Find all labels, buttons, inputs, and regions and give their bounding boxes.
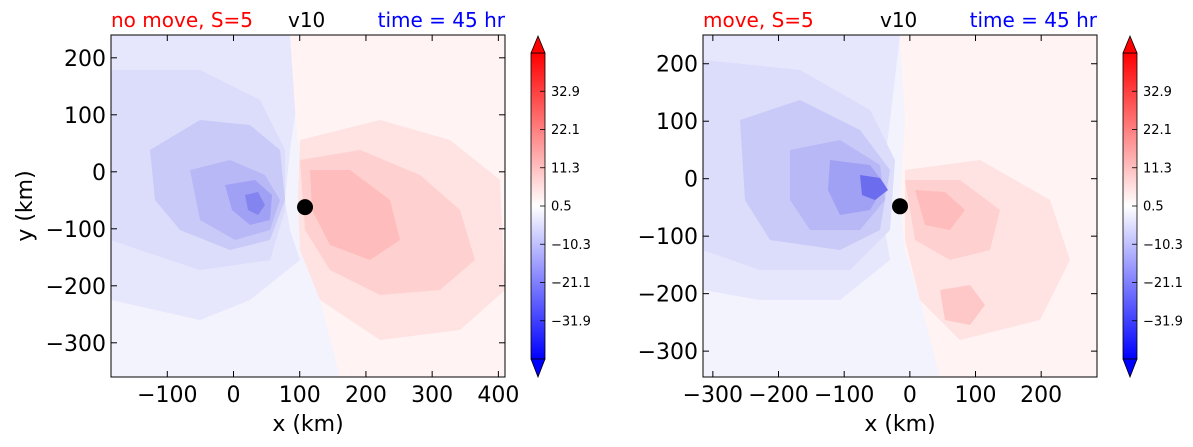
x-tick-label: 300 (411, 383, 453, 408)
y-tick-label: 0 (684, 168, 698, 193)
x-tick-label: −100 (137, 383, 197, 408)
x-ticks: −300 −200 −100 0 100 200 (683, 35, 1062, 408)
colorbar: 32.9 22.1 11.3 0.5 −10.3 −21.1 −31.9 (1122, 34, 1183, 379)
y-tick-label: −100 (638, 225, 698, 250)
colorbar-tick-label: 32.9 (551, 85, 580, 100)
y-tick-label: 200 (64, 47, 106, 72)
panel-no-move: no move, S=5 v10 time = 45 hr −100 0 100 20… (13, 8, 591, 437)
colorbar-tick-label: 0.5 (1143, 200, 1164, 215)
x-tick-label: −100 (814, 383, 874, 408)
x-axis-label: x (km) (272, 412, 343, 437)
x-tick-label: 0 (227, 383, 241, 408)
y-tick-label: −200 (46, 275, 106, 300)
panel-move: move, S=5 v10 time = 45 hr −300 −200 −100 0… (638, 8, 1183, 437)
y-ticks: 200 100 0 −100 −200 −300 (638, 53, 1097, 365)
colorbar-tick-label: −10.3 (551, 238, 591, 253)
x-tick-label: 100 (279, 383, 321, 408)
y-tick-label: 0 (92, 161, 106, 186)
storm-center-marker (297, 199, 314, 216)
x-tick-label: −200 (748, 383, 808, 408)
colorbar-tick-label: −21.1 (1143, 276, 1183, 291)
panel-title-left: no move, S=5 (111, 8, 253, 32)
colorbar-tick-label: 32.9 (1143, 85, 1172, 100)
x-axis-label: x (km) (864, 412, 935, 437)
x-tick-label: 200 (1020, 383, 1062, 408)
colorbar-tick-label: 11.3 (551, 161, 580, 176)
colorbar-tick-label: −10.3 (1143, 238, 1183, 253)
x-tick-label: −300 (683, 383, 743, 408)
x-tick-label: 200 (345, 383, 387, 408)
colorbar-tick-label: 22.1 (551, 123, 580, 138)
plot-frame (110, 34, 506, 378)
panel-title-center: v10 (288, 8, 325, 32)
contour-field (111, 35, 505, 377)
colorbar-tick-label: 22.1 (1143, 123, 1172, 138)
y-tick-label: −300 (638, 340, 698, 365)
y-tick-label: −200 (638, 283, 698, 308)
y-tick-label: −300 (46, 332, 106, 357)
x-tick-label: 100 (955, 383, 997, 408)
plot-frame (702, 34, 1098, 378)
panel-title-right: time = 45 hr (378, 8, 506, 32)
x-tick-label: 400 (477, 383, 519, 408)
colorbar-tick-label: −31.9 (1143, 314, 1183, 329)
colorbar-tick-label: 0.5 (551, 200, 572, 215)
y-ticks: 200 100 0 −100 −200 −300 (46, 47, 505, 357)
y-tick-label: 100 (64, 104, 106, 129)
y-tick-label: 100 (656, 110, 698, 135)
panel-title-left: move, S=5 (703, 8, 814, 32)
storm-center-marker (892, 198, 908, 215)
panel-title-center: v10 (880, 8, 917, 32)
y-tick-label: 200 (656, 53, 698, 78)
y-axis-label: y (km) (13, 170, 38, 241)
panel-title-right: time = 45 hr (970, 8, 1098, 32)
colorbar-tick-label: −31.9 (551, 314, 591, 329)
colorbar-tick-label: 11.3 (1143, 161, 1172, 176)
colorbar: 32.9 22.1 11.3 0.5 −10.3 −21.1 −31.9 (530, 34, 591, 379)
x-ticks: −100 0 100 200 300 400 (137, 35, 519, 408)
colorbar-tick-label: −21.1 (551, 276, 591, 291)
y-tick-label: −100 (46, 218, 106, 243)
x-tick-label: 0 (903, 383, 917, 408)
